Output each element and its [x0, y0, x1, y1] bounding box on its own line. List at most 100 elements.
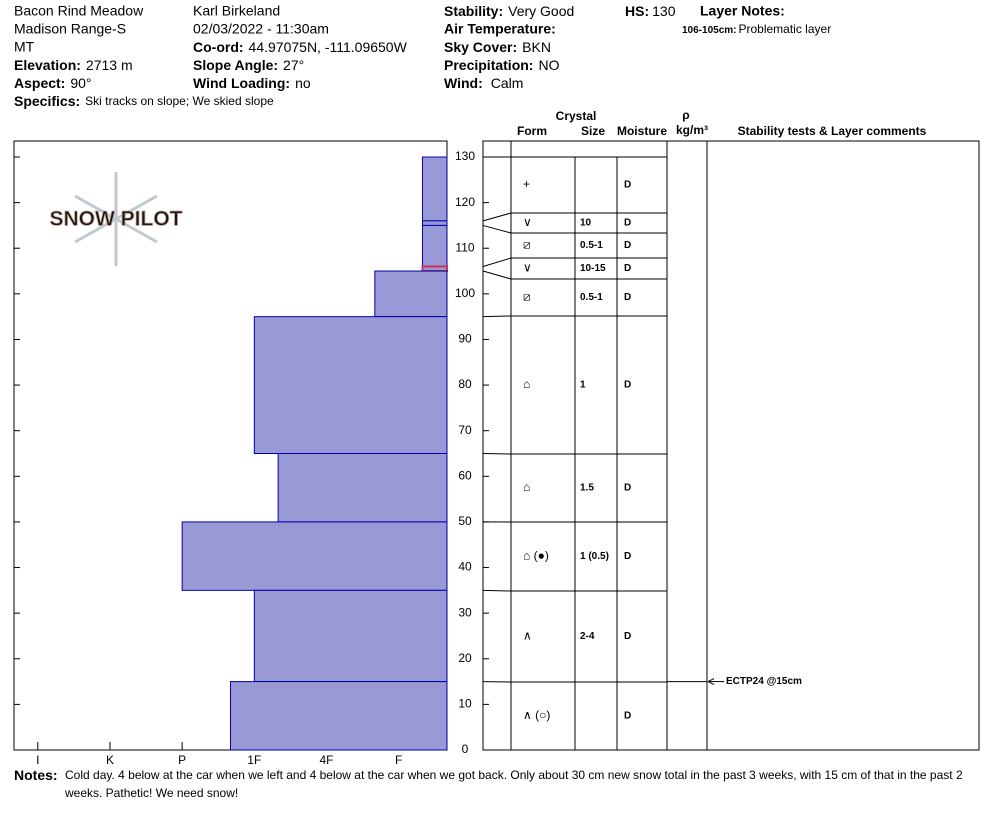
header: Bacon Rind Meadow Madison Range-S MT Ele…	[14, 3, 831, 109]
hardness-bar	[421, 220, 448, 226]
hardness-bar	[253, 316, 448, 454]
specifics: Specifics: Ski tracks on slope; We skied …	[14, 93, 274, 109]
label: Co-ord:	[193, 39, 244, 55]
y-tick-label: 10	[458, 697, 472, 711]
grain-form: ∨	[523, 215, 532, 229]
logo-text: SNOW PILOT	[50, 208, 183, 231]
y-tick-label: 30	[458, 605, 472, 619]
moisture: D	[624, 292, 631, 303]
label: Precipitation:	[444, 57, 533, 73]
y-tick-label: 60	[458, 468, 472, 482]
value: NO	[538, 57, 559, 73]
value: 27°	[283, 57, 304, 73]
value: 2713 m	[86, 57, 133, 73]
moisture: D	[624, 218, 631, 229]
hardness-bar	[421, 156, 448, 222]
hardness-bar	[421, 265, 449, 273]
value: BKN	[522, 39, 551, 55]
grain-form: ⧄	[523, 238, 531, 252]
label: Specifics:	[14, 93, 80, 109]
hardness-bar	[421, 224, 448, 267]
layer-note: 106-105cm: Problematic layer	[682, 22, 831, 36]
moisture: D	[624, 631, 631, 642]
wind: Wind: Calm	[444, 75, 523, 91]
hardness-bar	[277, 453, 448, 523]
air-temperature: Air Temperature:	[444, 21, 556, 37]
label: Sky Cover:	[444, 39, 517, 55]
layer-connector	[482, 257, 512, 267]
grain-size: 0.5-1	[580, 240, 603, 251]
label: Wind:	[444, 75, 483, 91]
table-frame	[482, 140, 980, 751]
layer-notes-label: Layer Notes:	[700, 3, 785, 19]
hardness-bar	[374, 270, 448, 318]
value: Calm	[491, 75, 524, 91]
chart: Bacon Rind Meadow Madison Range-S MT Ele…	[13, 3, 980, 766]
grain-form: ∨	[523, 261, 532, 275]
moisture: D	[624, 551, 631, 562]
label: Stability:	[444, 3, 503, 19]
layer-connector	[482, 270, 512, 280]
stability: Stability: Very Good	[444, 3, 574, 19]
label: HS:	[625, 3, 649, 19]
hardness-bar	[230, 681, 448, 751]
moisture: D	[624, 711, 631, 722]
grain-size: 2-4	[580, 631, 595, 642]
layer-connector	[482, 224, 512, 234]
observer: Karl Birkeland	[193, 3, 280, 19]
grain-size: 10	[580, 218, 592, 229]
grain-size: 0.5-1	[580, 292, 603, 303]
value: Very Good	[508, 3, 574, 19]
x-tick-label: K	[106, 753, 114, 766]
y-tick-label: 120	[455, 195, 475, 209]
grain-form: ⌂ (●)	[523, 549, 549, 563]
value: no	[295, 75, 311, 91]
notes-text: Cold day. 4 below at the car when we lef…	[65, 768, 963, 800]
x-tick-label: P	[178, 753, 186, 766]
value: 130	[652, 3, 676, 19]
state: MT	[14, 39, 35, 55]
x-tick-label: 4F	[319, 753, 333, 766]
y-tick-label: 20	[458, 651, 472, 665]
sky-cover: Sky Cover: BKN	[444, 39, 551, 55]
moisture: D	[624, 483, 631, 494]
x-tick-label: I	[36, 753, 39, 766]
size: Size	[581, 124, 605, 138]
slope-angle: Slope Angle: 27°	[193, 57, 304, 73]
moisture: D	[624, 380, 631, 391]
y-tick-label: 100	[455, 286, 475, 300]
moisture: D	[624, 263, 631, 274]
elevation: Elevation: 2713 m	[14, 57, 133, 73]
test-arrowhead	[707, 678, 715, 686]
grain-form: ⌂	[523, 480, 530, 494]
wind-loading: Wind Loading: no	[193, 75, 311, 91]
hardness-bar	[181, 521, 448, 591]
datetime: 02/03/2022 - 11:30am	[193, 21, 329, 37]
label: Slope Angle:	[193, 57, 278, 73]
grain-form: ∧	[523, 629, 532, 643]
y-tick-label: 90	[458, 332, 472, 346]
grain-form: ∧ (○)	[523, 708, 550, 722]
layer-connector	[482, 453, 512, 455]
label: Elevation:	[14, 57, 81, 73]
moisture: D	[624, 240, 631, 251]
range: Madison Range-S	[14, 21, 126, 37]
location: Bacon Rind Meadow	[14, 3, 144, 19]
value: Ski tracks on slope; We skied slope	[85, 94, 274, 108]
moisture: Moisture	[617, 124, 667, 138]
y-tick-label: 50	[458, 514, 472, 528]
test-label: ECTP24 @15cm	[726, 676, 802, 687]
grain-form: +	[523, 177, 530, 191]
layer-connector	[482, 589, 512, 592]
y-tick-label: 40	[458, 560, 472, 574]
x-tick-label: 1F	[247, 753, 261, 766]
form: Form	[517, 124, 547, 138]
grain-size: 10-15	[580, 263, 606, 274]
grain-size: 1.5	[580, 483, 594, 494]
comments: Stability tests & Layer comments	[738, 124, 927, 138]
grain-form: ⧄	[523, 290, 531, 304]
precipitation: Precipitation: NO	[444, 57, 560, 73]
coord: Co-ord: 44.97075N, -111.09650W	[193, 39, 408, 55]
label: Wind Loading:	[193, 75, 290, 91]
value: 90°	[70, 75, 91, 91]
